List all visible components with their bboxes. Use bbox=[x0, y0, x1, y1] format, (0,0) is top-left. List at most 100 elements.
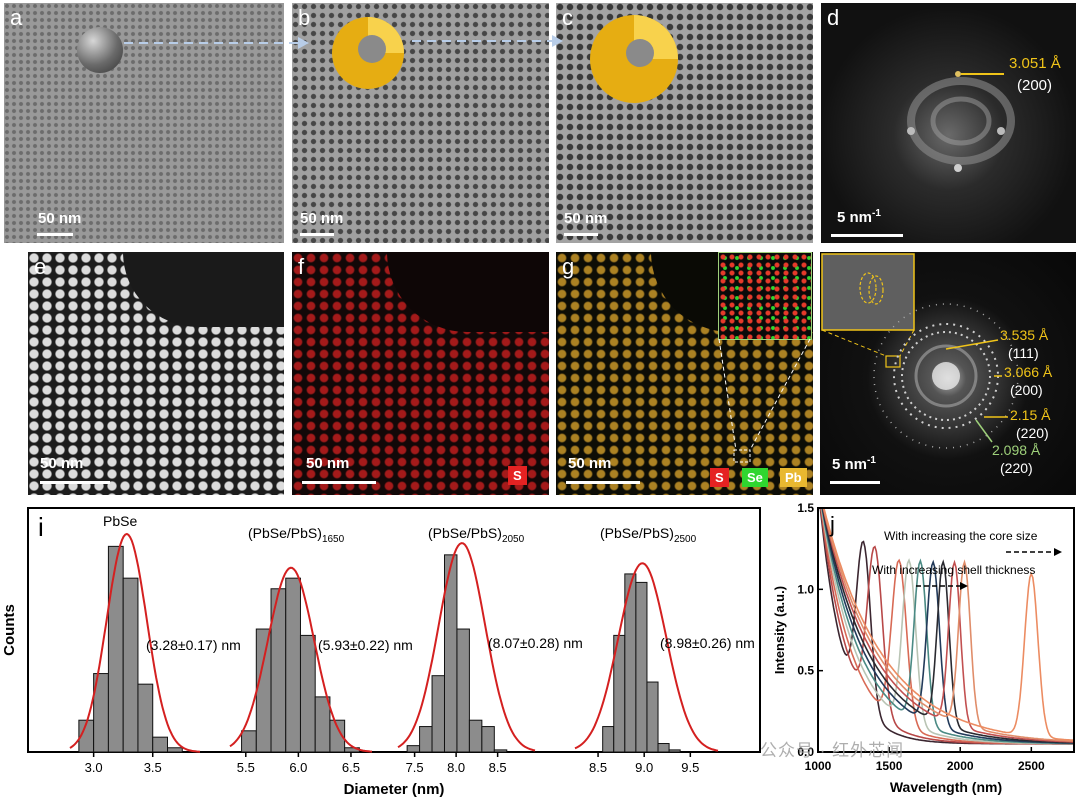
gaussian-fit-line bbox=[574, 562, 719, 752]
element-badge-pb-g: Pb bbox=[780, 468, 807, 487]
ring-plane-220-b: (220) bbox=[1000, 460, 1033, 476]
scale-bar-f bbox=[302, 481, 376, 484]
x-tick-label: 1500 bbox=[876, 759, 903, 773]
histogram-bar bbox=[314, 696, 331, 753]
chart-i-frame bbox=[27, 507, 761, 753]
x-tick-label: 8.5 bbox=[489, 760, 507, 775]
pl-spectra-chart-j: j 1000 1500 2000 2500 0.0 0.5 1.0 1.5 Wavelength … bbox=[772, 501, 1075, 795]
y-axis-label-j: Intensity (a.u.) bbox=[772, 586, 787, 674]
arrowhead-core-size bbox=[1054, 548, 1062, 556]
scale-sup-h: -1 bbox=[867, 455, 876, 466]
scale-bar-e bbox=[40, 481, 110, 484]
gaussian-fit-line bbox=[69, 532, 201, 753]
annotation-core-size: With increasing the core size bbox=[884, 529, 1038, 543]
ring-plane-220-a: (220) bbox=[1016, 425, 1049, 441]
panel-label-a: a bbox=[10, 5, 23, 30]
panel-label-c: c bbox=[562, 5, 573, 30]
fit-result-label: (3.28±0.17) nm bbox=[146, 637, 241, 653]
fft-pattern bbox=[907, 71, 1015, 172]
histogram-bar bbox=[456, 628, 470, 753]
tem-panel-c: c 50 nm bbox=[556, 3, 813, 243]
fit-result-label: (8.98±0.26) nm bbox=[660, 635, 755, 651]
fit-result-label: (5.93±0.22) nm bbox=[318, 637, 413, 653]
core-sphere-icon bbox=[77, 27, 123, 73]
histogram-bar bbox=[122, 577, 139, 753]
annotation-shell-thickness: With increasing shell thickness bbox=[872, 563, 1035, 577]
y-axis-label-i: Counts bbox=[1, 604, 18, 656]
x-tick-label: 7.5 bbox=[406, 760, 424, 775]
eds-zoom-inset bbox=[718, 252, 812, 340]
scale-label-h-text: 5 nm bbox=[832, 456, 868, 473]
scale-label-g: 50 nm bbox=[568, 455, 612, 472]
panel-label-g: g bbox=[562, 254, 575, 279]
plane-label-d: (200) bbox=[1017, 77, 1053, 94]
core-shell-sphere-icon bbox=[332, 17, 404, 89]
histogram-bar bbox=[646, 681, 659, 753]
x-tick-label: 8.5 bbox=[589, 760, 607, 775]
panel-label-b: b bbox=[298, 5, 311, 30]
panel-label-f: f bbox=[298, 254, 305, 279]
empty-region bbox=[123, 252, 284, 327]
scale-label-e: 50 nm bbox=[40, 455, 84, 472]
x-tick-label: 8.0 bbox=[447, 760, 465, 775]
eds-map-panel-g: g 50 nm S Se Pb bbox=[556, 252, 813, 495]
histogram-bar bbox=[481, 726, 495, 753]
growth-arrows bbox=[124, 35, 563, 49]
x-tick-label: 3.0 bbox=[85, 760, 103, 775]
x-tick-label: 9.5 bbox=[681, 760, 699, 775]
group-label: (PbSe/PbS)1650 bbox=[248, 525, 345, 545]
x-axis-label-j: Wavelength (nm) bbox=[890, 779, 1002, 795]
element-badge-se-g: Se bbox=[742, 468, 768, 487]
size-histogram-chart-i: i Counts Diameter (nm) 3.0 3.5 PbSe (3.28±0.17… bbox=[1, 507, 761, 798]
spectrum-line bbox=[821, 508, 1074, 744]
histogram-bar bbox=[668, 749, 681, 753]
scale-bar-g bbox=[566, 481, 640, 484]
histogram-bar bbox=[431, 675, 445, 753]
ring-plane-111: (111) bbox=[1008, 345, 1039, 361]
y-tick-label: 1.0 bbox=[797, 582, 814, 596]
histogram-bar bbox=[635, 581, 648, 753]
spectrum-line bbox=[822, 508, 1074, 742]
haadf-panel-e: e 50 nm bbox=[28, 252, 284, 495]
arrowhead-shell-thickness bbox=[960, 582, 968, 590]
x-tick-label: 5.5 bbox=[237, 760, 255, 775]
histogram-bar bbox=[419, 726, 433, 753]
histogram-bar bbox=[493, 749, 508, 753]
x-tick-label: 6.0 bbox=[289, 760, 307, 775]
x-tick-label: 2000 bbox=[947, 759, 974, 773]
histogram-bar bbox=[137, 683, 154, 753]
histogram-bar bbox=[241, 730, 257, 753]
histogram-bar bbox=[152, 736, 169, 753]
scale-label-f: 50 nm bbox=[306, 455, 350, 472]
spectrum-line bbox=[823, 508, 1074, 741]
spectrum-line bbox=[822, 508, 1074, 743]
inset-guide-lines bbox=[718, 338, 811, 463]
scale-bar-a bbox=[37, 233, 73, 236]
histogram-bar bbox=[468, 719, 483, 753]
panel-label-i: i bbox=[38, 512, 44, 542]
scale-bar-c bbox=[564, 233, 598, 236]
scale-bar-d bbox=[831, 234, 903, 237]
ring-d-200: 3.066 Å bbox=[1004, 364, 1053, 380]
ring-pointer-111 bbox=[945, 339, 999, 350]
group-label: (PbSe/PbS)2500 bbox=[600, 525, 697, 545]
fit-result-label: (8.07±0.28) nm bbox=[488, 635, 583, 651]
scale-label-d: 5 nm-1 bbox=[837, 208, 881, 226]
thick-shell-sphere-icon bbox=[590, 15, 678, 103]
histogram-bar bbox=[602, 726, 615, 753]
scale-label-b: 50 nm bbox=[300, 210, 344, 227]
chart-j-frame bbox=[817, 507, 1075, 753]
spectrum-line bbox=[821, 508, 1074, 744]
x-tick-label: 1000 bbox=[805, 759, 832, 773]
scale-label-h: 5 nm-1 bbox=[832, 455, 876, 473]
x-tick-label: 9.0 bbox=[635, 760, 653, 775]
panel-label-j: j bbox=[829, 512, 835, 537]
ring-d-220-b: 2.098 Å bbox=[992, 442, 1041, 458]
panel-label-d: d bbox=[827, 5, 840, 30]
element-badge-s-g: S bbox=[710, 468, 729, 487]
y-tick-label: 0.0 bbox=[797, 745, 814, 759]
histogram-bar bbox=[107, 545, 124, 753]
fft-panel-d: d 3.051 Å (200) 5 nm-1 bbox=[821, 3, 1076, 243]
histogram-bar bbox=[167, 747, 183, 753]
eds-map-panel-f: f 50 nm S bbox=[292, 252, 549, 495]
